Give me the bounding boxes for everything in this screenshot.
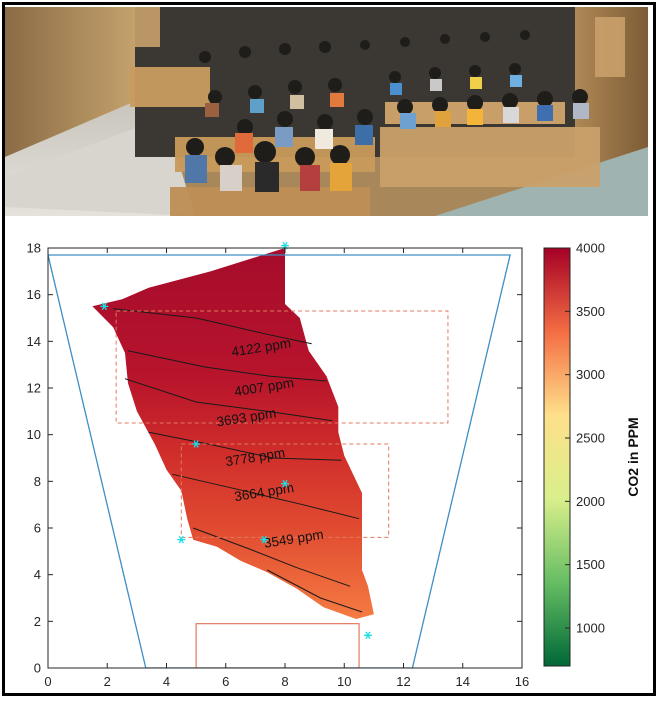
seating-zone-2 bbox=[180, 443, 390, 538]
sensor-point-stroke bbox=[365, 631, 371, 640]
x-tick-label: 14 bbox=[456, 674, 470, 689]
sensor-point-1 bbox=[100, 302, 109, 311]
sensor-point-stroke bbox=[178, 535, 184, 544]
sensor-point-stroke bbox=[261, 535, 267, 544]
y-tick-label: 4 bbox=[34, 567, 41, 582]
contour-line-4 bbox=[148, 431, 342, 461]
x-tick-label: 0 bbox=[44, 674, 51, 689]
y-tick-label: 14 bbox=[27, 334, 41, 349]
colorbar-tick-label: 2000 bbox=[576, 494, 605, 509]
sensor-point-3 bbox=[192, 440, 201, 448]
colorbar-tick-label: 2500 bbox=[576, 431, 605, 446]
contour-line-5 bbox=[172, 473, 360, 520]
colorbar-tick-label: 3500 bbox=[576, 304, 605, 319]
x-tick-label: 8 bbox=[281, 674, 288, 689]
sensor-point-stroke bbox=[282, 479, 288, 488]
colorbar-tick-label: 1500 bbox=[576, 557, 605, 572]
colorbar-tick-label: 4000 bbox=[576, 241, 605, 256]
contour-line-2 bbox=[127, 350, 327, 382]
x-tick-label: 6 bbox=[222, 674, 229, 689]
axes: 0 2 4 6 8 10 12 14 16 0 2 4 6 8 10 12 14 16 18 bbox=[27, 241, 530, 690]
y-tick-label: 12 bbox=[27, 381, 41, 396]
podium-outline bbox=[195, 623, 360, 668]
x-tick-label: 16 bbox=[515, 674, 529, 689]
x-tick-label: 2 bbox=[104, 674, 111, 689]
sensor-point-4 bbox=[281, 479, 289, 488]
plot-content bbox=[48, 248, 511, 668]
y-tick-label: 18 bbox=[27, 241, 41, 256]
contour-line-6 bbox=[193, 527, 351, 587]
colorbar-tick-label: 1000 bbox=[576, 621, 605, 636]
sensor-point-6 bbox=[260, 535, 269, 544]
sensor-point-5 bbox=[177, 535, 186, 544]
x-tick-label: 10 bbox=[337, 674, 351, 689]
sensor-point-7 bbox=[363, 631, 372, 640]
seating-zone-1 bbox=[115, 310, 449, 424]
contour-line-3 bbox=[124, 378, 333, 422]
sensor-point-stroke bbox=[193, 440, 199, 448]
y-tick-label: 0 bbox=[34, 661, 41, 676]
classroom-photo bbox=[5, 7, 648, 216]
y-tick-label: 6 bbox=[34, 521, 41, 536]
colorbar-bar bbox=[543, 247, 571, 667]
y-tick-label: 2 bbox=[34, 614, 41, 629]
x-tick-label: 12 bbox=[396, 674, 410, 689]
colorbar-label: CO2 in PPM bbox=[625, 417, 641, 496]
contour-line-7 bbox=[266, 569, 363, 613]
y-tick-label: 16 bbox=[27, 287, 41, 302]
contour-line-1 bbox=[113, 308, 312, 345]
y-tick-label: 10 bbox=[27, 427, 41, 442]
co2-heat-region bbox=[92, 248, 374, 619]
room-outline bbox=[48, 254, 511, 668]
x-tick-label: 4 bbox=[163, 674, 170, 689]
colorbar: 1000 1500 2000 2500 3000 3500 4000 CO2 in PPM bbox=[543, 241, 641, 667]
sensor-point-stroke bbox=[101, 302, 107, 311]
colorbar-tick-label: 3000 bbox=[576, 367, 605, 382]
y-tick-label: 8 bbox=[34, 474, 41, 489]
